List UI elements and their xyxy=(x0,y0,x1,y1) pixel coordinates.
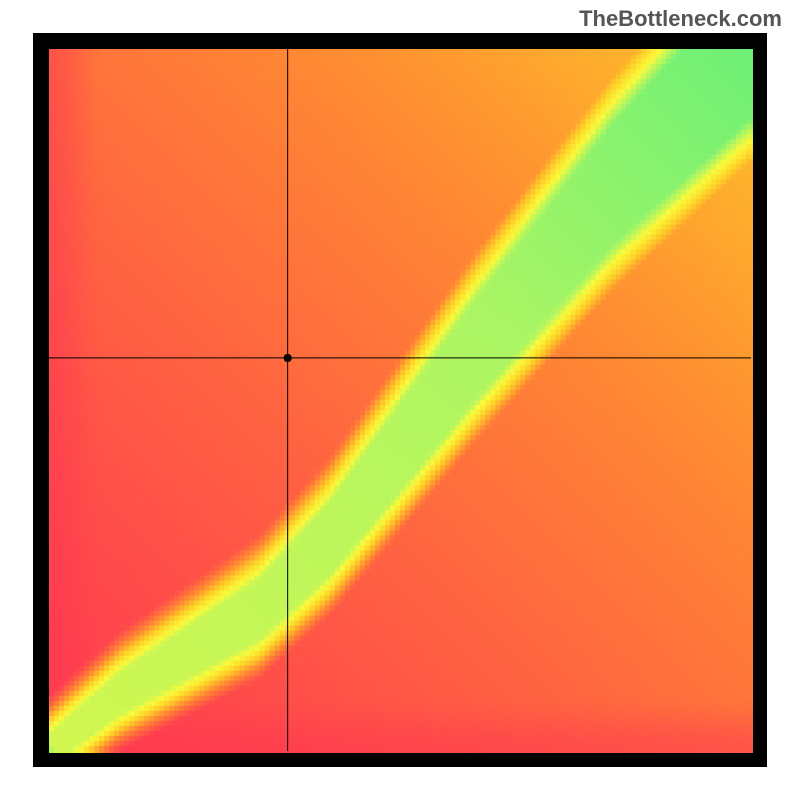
watermark-text: TheBottleneck.com xyxy=(579,6,782,32)
plot-frame xyxy=(33,33,767,767)
heatmap-canvas xyxy=(33,33,767,767)
heatmap-canvas-wrap xyxy=(33,33,767,767)
root: TheBottleneck.com xyxy=(0,0,800,800)
